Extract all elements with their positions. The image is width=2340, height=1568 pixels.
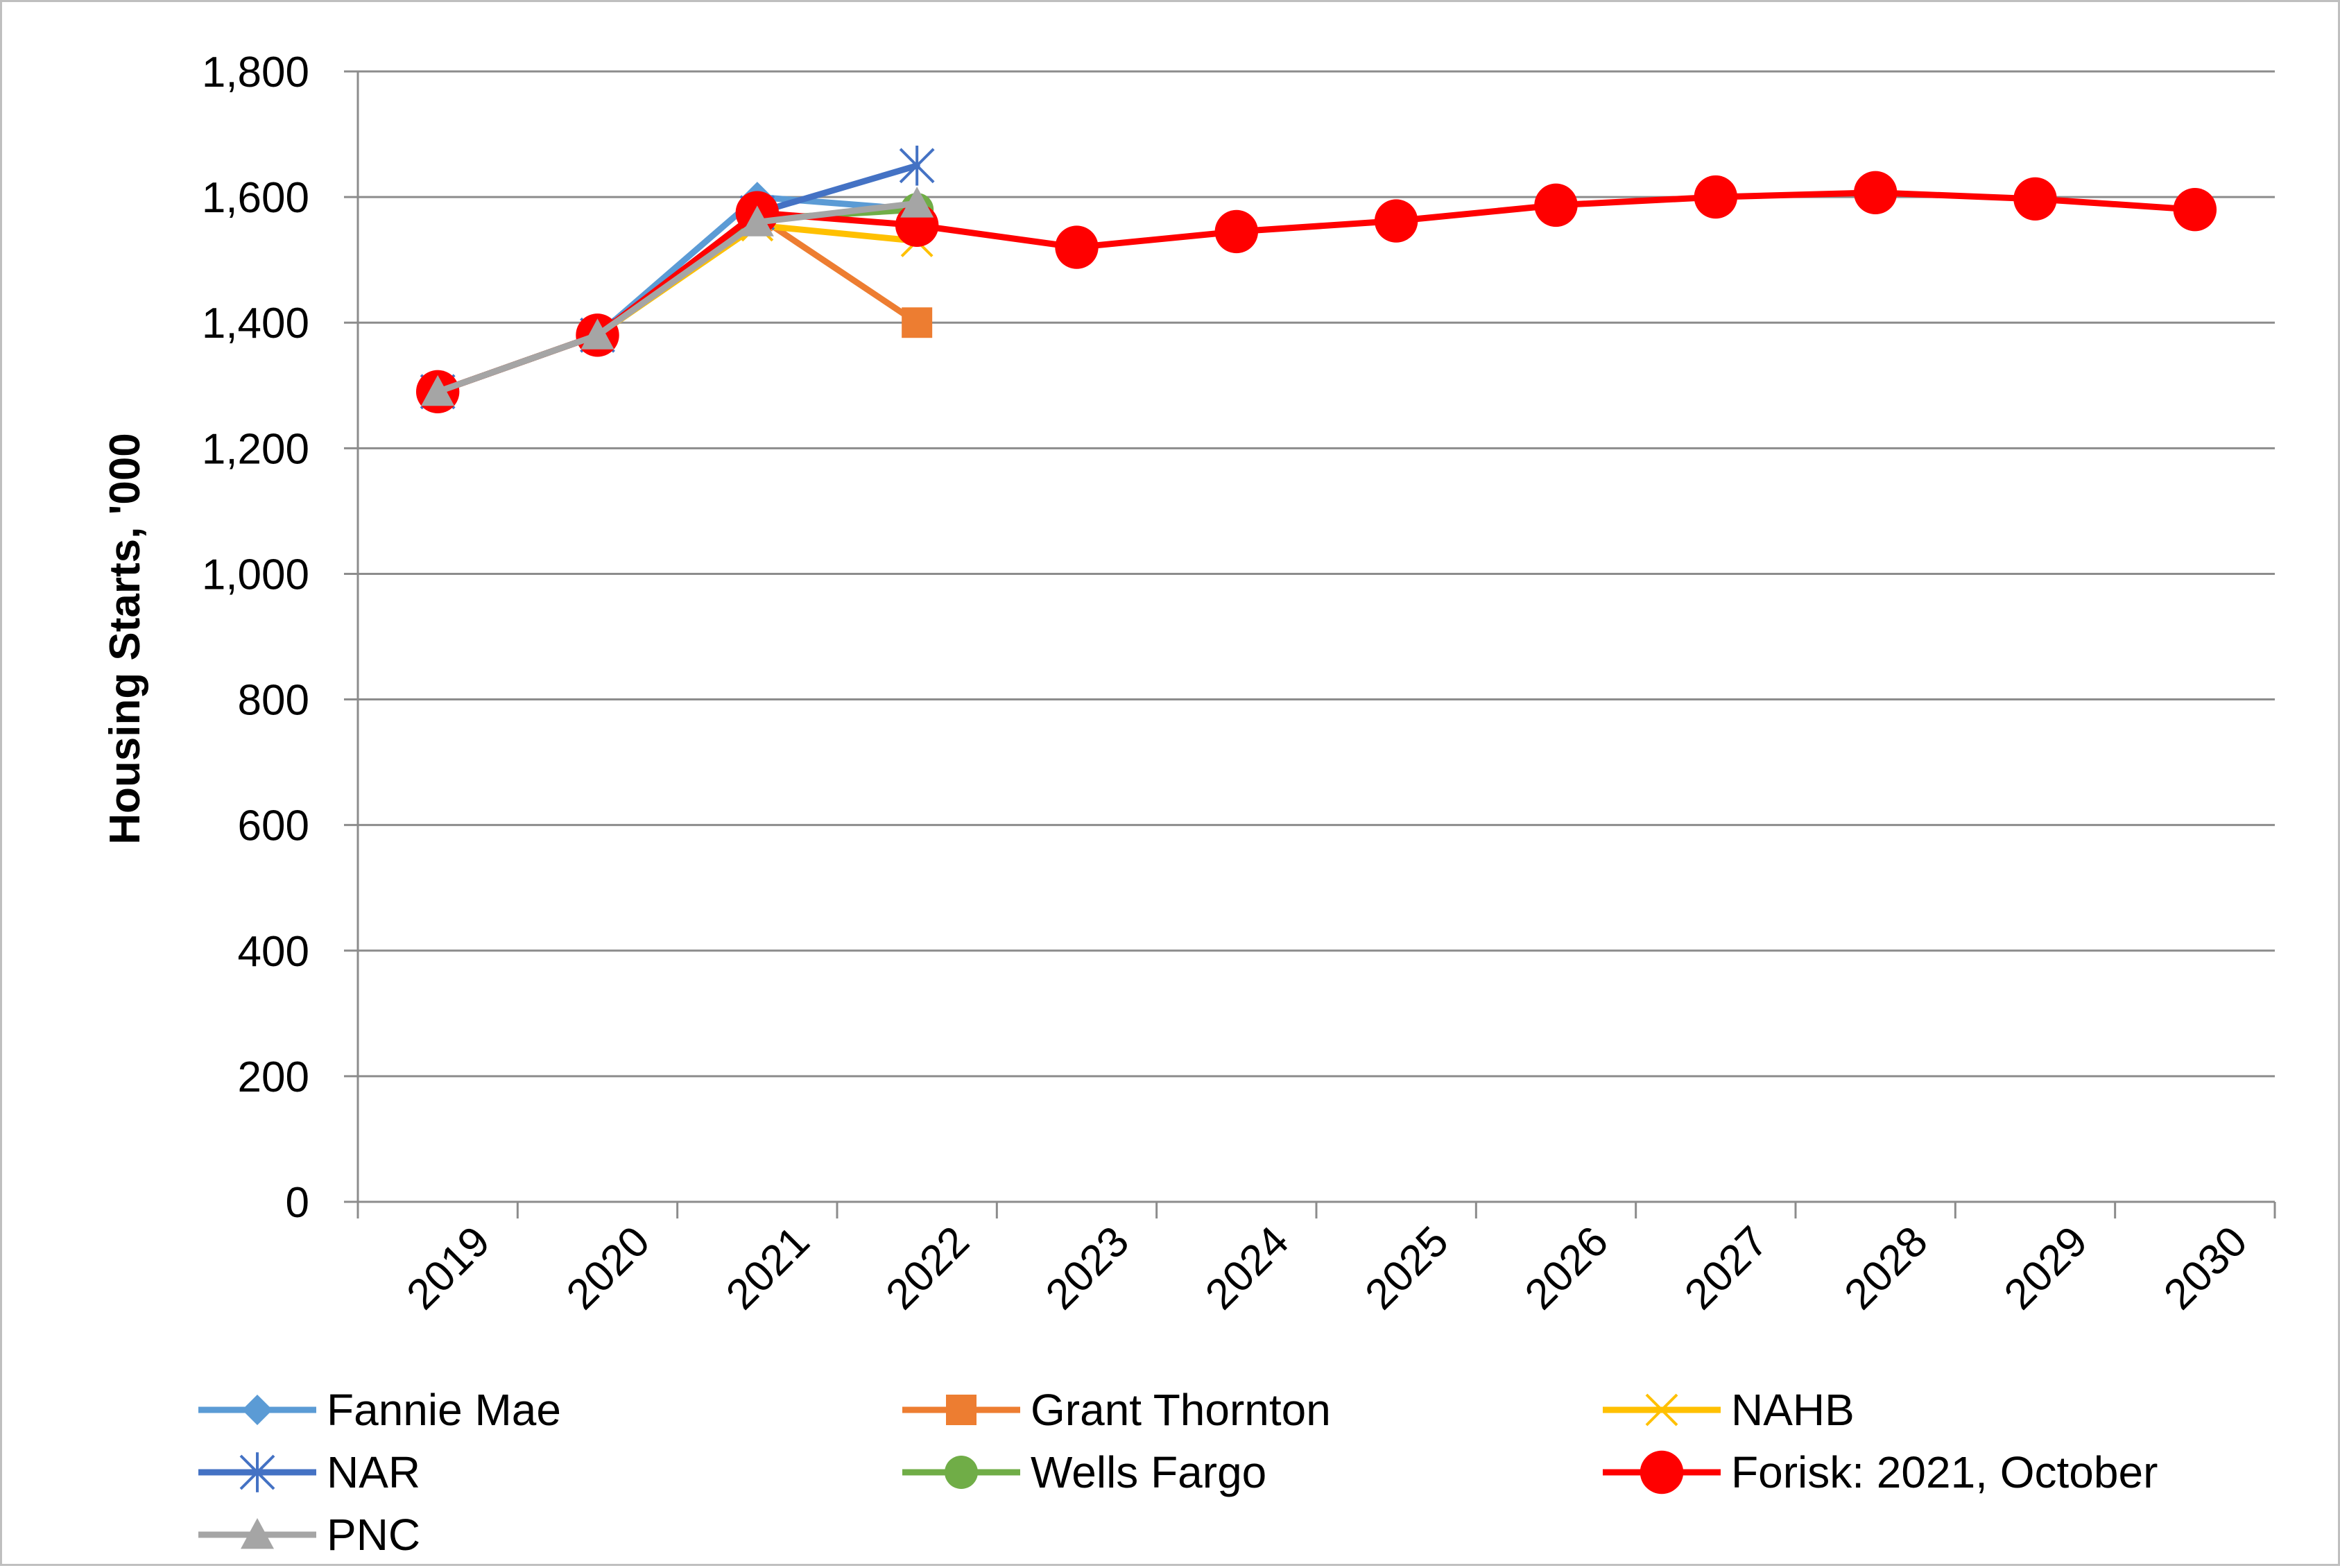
legend-marker-forisk-2021-october <box>1640 1450 1684 1494</box>
legend: Fannie Mae Grant Thornton NAHB NAR Wells Far… <box>198 1385 2158 1560</box>
axis-labels: Housing Starts, '000 <box>101 433 149 845</box>
legend-label: PNC <box>327 1510 420 1560</box>
series-line-pnc <box>434 200 920 395</box>
series-forisk-2021-october <box>415 171 2217 414</box>
series-line-forisk-2021-october <box>434 189 2199 395</box>
series-grant-thornton <box>422 200 933 407</box>
x-tick-label: 2027 <box>1676 1217 1777 1318</box>
y-axis-label: Housing Starts, '000 <box>101 433 149 845</box>
legend-label: NAHB <box>1731 1385 1855 1435</box>
legend-item-nahb: NAHB <box>1603 1385 1855 1435</box>
data-point-forisk-2021-october <box>1374 199 1418 243</box>
data-point-forisk-2021-october <box>1214 209 1259 254</box>
legend-item-fannie-mae: Fannie Mae <box>198 1385 561 1435</box>
legend-item-pnc: PNC <box>198 1510 420 1560</box>
series-lines <box>415 146 2217 414</box>
x-tick-label: 2021 <box>717 1217 818 1318</box>
data-point-pnc <box>900 187 934 218</box>
gridlines <box>358 70 2275 1078</box>
legend-marker-pnc <box>241 1518 274 1549</box>
data-point-forisk-2021-october <box>1055 225 1099 269</box>
x-tick-label: 2029 <box>1995 1217 2097 1318</box>
y-tick-label: 1,400 <box>202 300 309 347</box>
legend-label: Wells Fargo <box>1031 1447 1266 1497</box>
legend-marker-nahb <box>1645 1393 1678 1427</box>
y-tick-label: 400 <box>238 928 309 976</box>
legend-marker-wells-fargo <box>945 1456 978 1489</box>
legend-item-wells-fargo: Wells Fargo <box>902 1447 1266 1497</box>
data-point-pnc <box>421 374 455 406</box>
legend-label: Grant Thornton <box>1031 1385 1331 1435</box>
legend-marker-fannie-mae <box>242 1395 273 1425</box>
data-point-forisk-2021-october <box>1694 175 1738 219</box>
x-tick-label: 2025 <box>1357 1217 1458 1318</box>
x-tick-label: 2020 <box>558 1217 659 1318</box>
legend-item-nar: NAR <box>198 1447 420 1497</box>
legend-item-forisk-2021-october: Forisk: 2021, October <box>1603 1447 2158 1497</box>
data-point-grant-thornton <box>902 307 933 338</box>
x-tick-label: 2022 <box>877 1217 979 1318</box>
x-tick-label: 2019 <box>398 1217 499 1318</box>
x-tick-label: 2024 <box>1196 1217 1298 1318</box>
data-point-forisk-2021-october <box>2173 188 2217 232</box>
legend-label: Forisk: 2021, October <box>1731 1447 2158 1497</box>
series-line-fannie-mae <box>434 193 920 395</box>
legend-item-grant-thornton: Grant Thornton <box>902 1385 1331 1435</box>
series-pnc <box>421 187 934 406</box>
series-nahb <box>421 209 934 408</box>
y-tick-label: 0 <box>286 1179 309 1227</box>
y-tick-label: 600 <box>238 802 309 850</box>
y-tick-label: 800 <box>238 677 309 725</box>
y-tick-label: 1,600 <box>202 174 309 222</box>
legend-label: Fannie Mae <box>327 1385 561 1435</box>
y-tick-label: 200 <box>238 1053 309 1101</box>
y-tick-label: 1,200 <box>202 425 309 473</box>
x-tick-label: 2023 <box>1037 1217 1138 1318</box>
legend-marker-grant-thornton <box>946 1395 977 1425</box>
y-tick-label: 1,000 <box>202 551 309 598</box>
y-tick-label: 1,800 <box>202 49 309 96</box>
legend-marker-nar <box>239 1452 275 1492</box>
x-tick-label: 2028 <box>1836 1217 1937 1318</box>
data-point-forisk-2021-october <box>1853 171 1898 214</box>
x-tick-label: 2030 <box>2155 1217 2256 1318</box>
data-point-nar <box>899 146 935 186</box>
x-tick-label: 2026 <box>1516 1217 1617 1318</box>
legend-label: NAR <box>327 1447 420 1497</box>
data-point-forisk-2021-october <box>1534 183 1578 227</box>
data-point-pnc <box>740 205 774 236</box>
data-point-pnc <box>580 318 614 350</box>
series-wells-fargo <box>421 193 934 408</box>
data-point-forisk-2021-october <box>2013 177 2057 221</box>
